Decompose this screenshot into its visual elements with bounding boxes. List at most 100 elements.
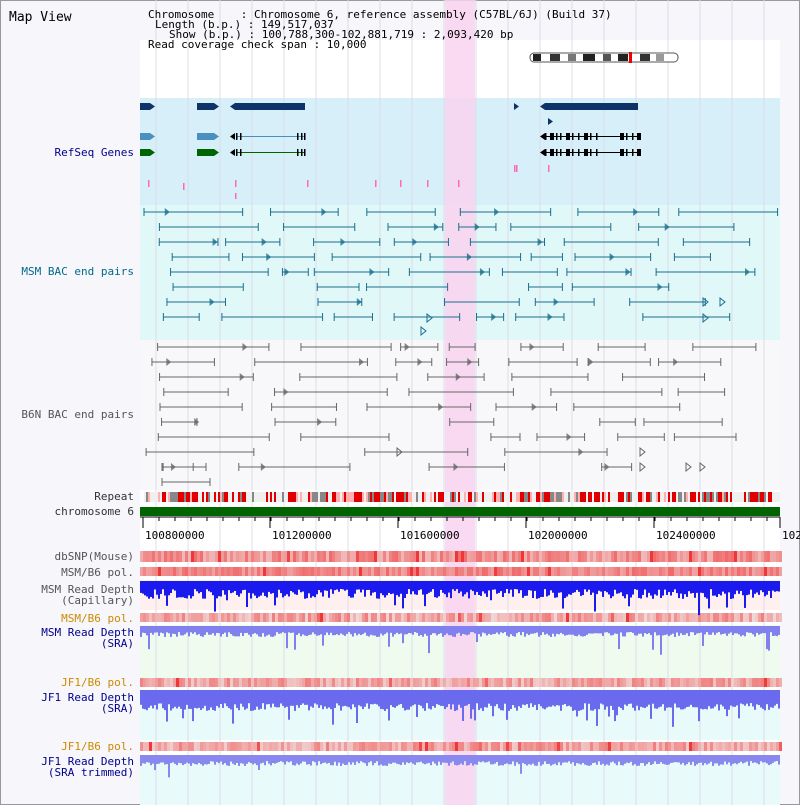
depth-bar xyxy=(488,581,490,591)
heat-cell xyxy=(743,613,746,622)
depth-bar xyxy=(546,581,548,597)
heat-cell xyxy=(638,678,641,687)
label-b6n-bac[interactable]: B6N BAC end pairs xyxy=(21,408,134,421)
repeat-segment xyxy=(220,492,222,502)
depth-bar xyxy=(246,755,248,764)
depth-bar xyxy=(714,690,716,707)
heat-cell xyxy=(401,613,404,622)
depth-bar xyxy=(696,626,698,634)
chromosome-ideogram[interactable] xyxy=(528,52,682,64)
repeat-segment xyxy=(168,492,170,502)
repeat-segment xyxy=(262,492,264,502)
depth-bar xyxy=(458,755,460,765)
heat-cell xyxy=(704,678,707,687)
heat-cell xyxy=(236,567,239,576)
heat-cell xyxy=(611,613,614,622)
label-msm-bac[interactable]: MSM BAC end pairs xyxy=(21,265,134,278)
label-msm-b6-pol-1[interactable]: MSM/B6 pol. xyxy=(61,566,134,579)
depth-bar xyxy=(456,755,458,766)
depth-bar xyxy=(206,626,208,633)
heat-cell xyxy=(284,567,287,576)
heat-cell xyxy=(524,613,527,622)
exon-mark xyxy=(596,149,598,156)
depth-bar xyxy=(344,690,346,706)
depth-bar xyxy=(718,581,720,595)
depth-bar xyxy=(446,626,448,634)
heat-cell xyxy=(431,551,434,562)
label-dbsnp[interactable]: dbSNP(Mouse) xyxy=(54,550,134,563)
heat-cell xyxy=(248,742,251,751)
depth-bar xyxy=(700,626,702,633)
depth-bar xyxy=(404,690,406,711)
heat-cell xyxy=(575,678,578,687)
heat-cell xyxy=(167,567,170,576)
heat-cell xyxy=(500,742,503,751)
depth-bar xyxy=(582,626,584,637)
depth-bar xyxy=(474,626,476,634)
depth-bar xyxy=(244,581,246,590)
label-msm-read-depth-capillary[interactable]: MSM Read Depth (Capillary) xyxy=(10,584,134,606)
depth-bar xyxy=(474,690,476,721)
depth-bar xyxy=(328,626,330,635)
label-jf1-b6-pol-2[interactable]: JF1/B6 pol. xyxy=(61,740,134,753)
heat-cell xyxy=(644,742,647,751)
heat-cell xyxy=(185,742,188,751)
heat-cell xyxy=(734,613,737,622)
label-jf1-b6-pol-1[interactable]: JF1/B6 pol. xyxy=(61,676,134,689)
depth-bar xyxy=(468,581,470,599)
heat-cell xyxy=(305,742,308,751)
heat-cell xyxy=(173,742,176,751)
heat-cell xyxy=(530,742,533,751)
depth-bar xyxy=(154,755,156,771)
label-refseq-genes[interactable]: RefSeq Genes xyxy=(54,146,134,159)
label-msm-b6-pol-2[interactable]: MSM/B6 pol. xyxy=(61,612,134,625)
repeat-segment xyxy=(432,492,434,502)
depth-bar xyxy=(764,755,766,763)
repeat-segment xyxy=(552,492,554,502)
heat-cell xyxy=(566,613,569,622)
heat-cell xyxy=(452,678,455,687)
depth-bar xyxy=(752,581,754,598)
heat-cell xyxy=(152,742,155,751)
heat-cell xyxy=(680,567,683,576)
heat-cell xyxy=(152,678,155,687)
heat-cell xyxy=(395,613,398,622)
heat-cell xyxy=(566,742,569,751)
depth-bar xyxy=(734,690,736,707)
depth-bar xyxy=(506,755,508,764)
heat-cell xyxy=(566,678,569,687)
depth-bar xyxy=(354,755,356,765)
depth-bar xyxy=(304,690,306,705)
depth-bar xyxy=(592,690,594,711)
depth-bar xyxy=(776,755,778,762)
depth-bar xyxy=(594,581,596,612)
depth-bar xyxy=(502,690,504,711)
depth-bar xyxy=(394,755,396,763)
repeat-segment xyxy=(442,492,444,502)
label-msm-read-depth-sra[interactable]: MSM Read Depth (SRA) xyxy=(10,627,134,649)
depth-bar xyxy=(664,626,666,635)
bac-end-arrow xyxy=(494,208,500,216)
heat-cell xyxy=(560,742,563,751)
depth-bar xyxy=(492,755,494,765)
depth-bar xyxy=(194,755,196,765)
depth-bar xyxy=(288,690,290,720)
depth-bar xyxy=(696,581,698,593)
label-jf1-read-depth-trimmed[interactable]: JF1 Read Depth (SRA trimmed) xyxy=(10,756,134,778)
heat-cell xyxy=(362,678,365,687)
depth-bar xyxy=(738,626,740,635)
depth-bar xyxy=(276,626,278,633)
coverage-line: Read coverage check span : 10,000 xyxy=(148,38,367,51)
depth-bar xyxy=(426,581,428,595)
heat-cell xyxy=(509,613,512,622)
heat-cell xyxy=(434,551,437,562)
heat-cell xyxy=(449,742,452,751)
depth-bar xyxy=(514,581,516,590)
heat-cell xyxy=(629,678,632,687)
heat-cell xyxy=(467,742,470,751)
snp-tick xyxy=(235,180,237,187)
heat-cell xyxy=(143,551,146,562)
label-jf1-read-depth-sra[interactable]: JF1 Read Depth (SRA) xyxy=(10,692,134,714)
depth-bar xyxy=(488,755,490,762)
